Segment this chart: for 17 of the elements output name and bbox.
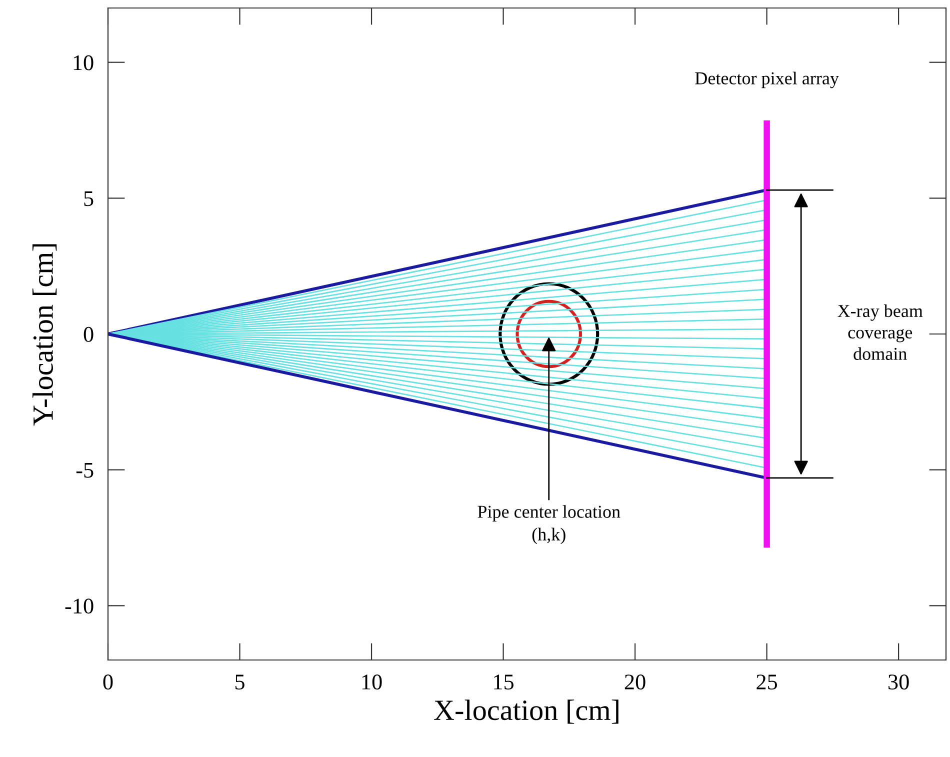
y-axis-title: Y-location [cm] xyxy=(32,244,57,426)
y-tick-label: 5 xyxy=(84,191,94,206)
x-tick-label: 0 xyxy=(103,674,113,690)
y-tick-label: -5 xyxy=(76,462,94,478)
y-tick-label: -10 xyxy=(65,598,94,614)
x-tick-label: 30 xyxy=(888,674,909,690)
y-tick-label: 0 xyxy=(84,326,94,342)
x-tick-label: 5 xyxy=(235,674,244,690)
x-axis-title: X-location [cm] xyxy=(434,700,618,724)
annotation: X-ray beam coverage domain xyxy=(838,304,923,360)
y-tick-label: 10 xyxy=(74,55,94,70)
x-tick-label: 10 xyxy=(362,674,382,690)
x-tick-label: 25 xyxy=(756,674,778,690)
annotation: Pipe center location (h,k) xyxy=(478,505,620,544)
x-tick-label: 20 xyxy=(624,674,646,690)
x-tick-label: 15 xyxy=(494,674,514,690)
annotation: Detector pixel array xyxy=(695,72,839,88)
